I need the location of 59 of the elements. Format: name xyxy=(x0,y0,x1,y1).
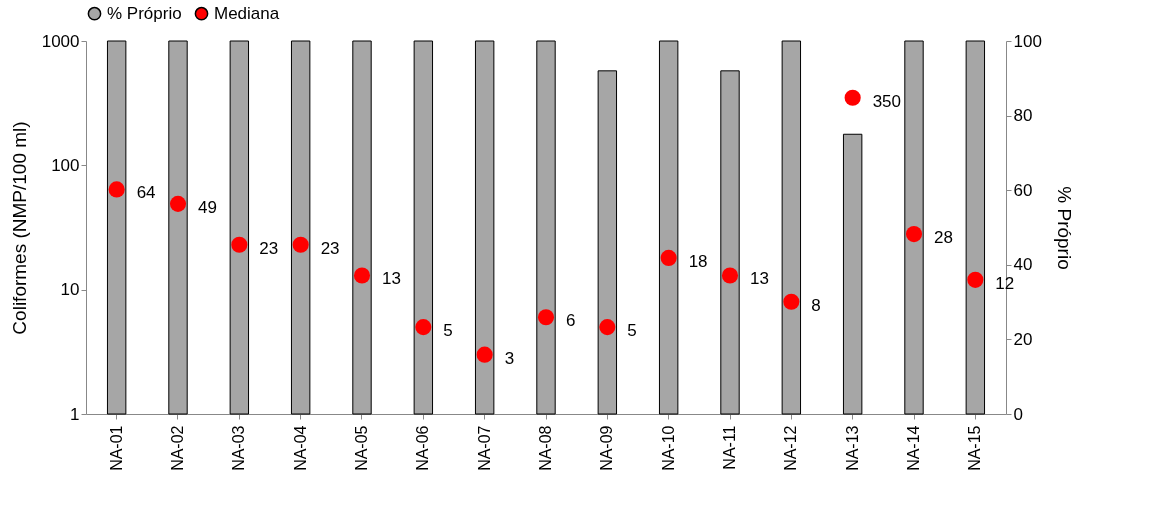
data-label: 350 xyxy=(872,91,902,111)
x-tick-label: NA-14 xyxy=(905,425,922,471)
x-tick-label: NA-04 xyxy=(291,425,309,471)
data-label: 8 xyxy=(811,295,821,315)
data-label: 3 xyxy=(504,348,515,368)
data-label: 6 xyxy=(566,311,576,331)
data-label: 49 xyxy=(198,197,217,217)
point xyxy=(660,249,677,266)
y-tick-label: 10 xyxy=(60,280,80,300)
legend-label: Mediana xyxy=(214,3,280,23)
data-label: 28 xyxy=(934,228,953,248)
x-tick-label: NA-02 xyxy=(169,425,186,471)
y2-tick-label: 60 xyxy=(1013,180,1033,200)
x-tick-label: NA-03 xyxy=(230,425,248,471)
y2-tick-label: 100 xyxy=(1013,31,1042,51)
y-tick-label: 1 xyxy=(70,404,80,424)
point xyxy=(844,89,861,106)
point xyxy=(967,271,984,288)
x-tick-label: NA-09 xyxy=(598,425,616,471)
point xyxy=(292,236,309,253)
point xyxy=(415,319,432,336)
y2-tick-label: 0 xyxy=(1013,404,1023,424)
data-label: 13 xyxy=(750,269,769,289)
y2-tick-label: 80 xyxy=(1013,106,1033,126)
point xyxy=(169,195,187,212)
y-tick-label: 1000 xyxy=(41,31,80,51)
point xyxy=(905,226,923,243)
x-tick-label: NA-11 xyxy=(721,425,738,470)
y-axis-title: Coliformes (NMP/100 ml) xyxy=(8,121,30,335)
x-tick-label: NA-13 xyxy=(843,425,861,471)
y2-tick-label: 40 xyxy=(1013,255,1033,275)
point xyxy=(353,267,371,284)
data-label: 12 xyxy=(995,273,1015,293)
x-tick-label: NA-12 xyxy=(782,425,800,471)
x-tick-label: NA-10 xyxy=(659,425,677,471)
point xyxy=(721,267,739,284)
data-label: 13 xyxy=(382,269,401,289)
x-tick-label: NA-05 xyxy=(353,425,370,471)
point xyxy=(537,309,555,326)
y2-tick-label: 20 xyxy=(1013,329,1033,349)
data-label: 23 xyxy=(320,238,340,258)
x-tick-label: NA-06 xyxy=(414,425,432,471)
data-label: 18 xyxy=(688,251,708,271)
x-tick-label: NA-08 xyxy=(537,425,554,471)
y2-axis-title: % Próprio xyxy=(1053,186,1075,270)
point xyxy=(599,319,616,336)
point xyxy=(783,293,800,310)
point xyxy=(231,236,248,253)
x-tick-label: NA-07 xyxy=(475,425,493,471)
x-tick-label: NA-01 xyxy=(107,425,125,471)
data-label: 5 xyxy=(627,321,637,341)
y-tick-label: 100 xyxy=(51,155,80,175)
data-label: 5 xyxy=(443,321,453,341)
x-tick-label: NA-15 xyxy=(966,425,984,471)
legend-label: % Próprio xyxy=(107,3,182,23)
data-label: 64 xyxy=(136,183,156,203)
point xyxy=(108,181,125,198)
point xyxy=(476,346,493,363)
data-label: 23 xyxy=(259,238,279,258)
